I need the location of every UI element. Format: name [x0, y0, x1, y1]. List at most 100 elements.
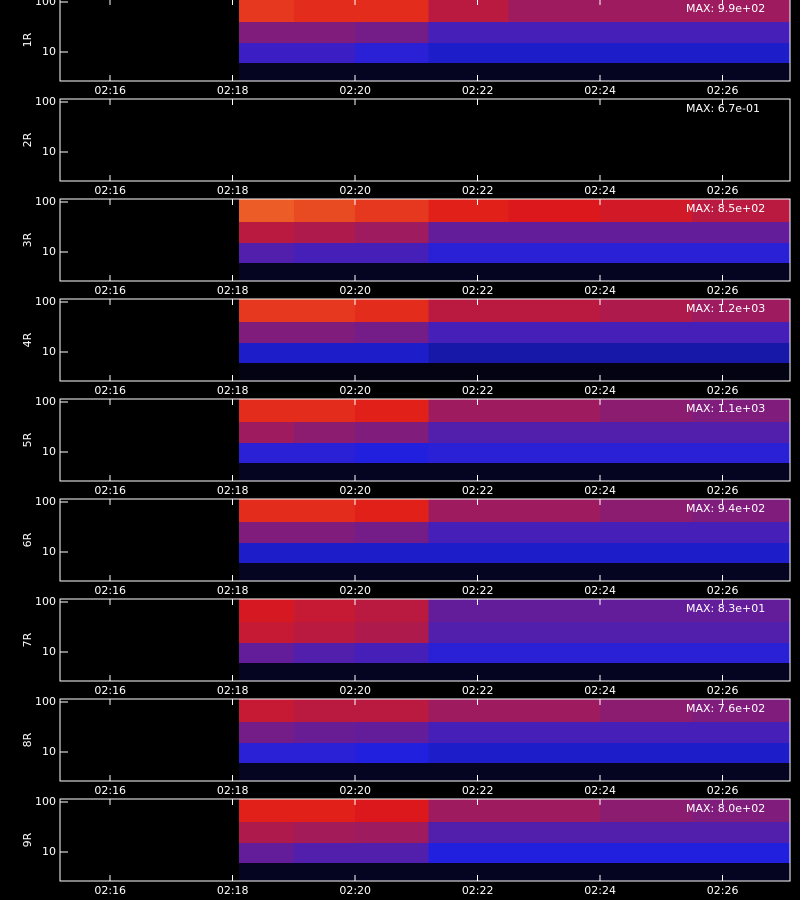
heat-cell — [355, 743, 429, 763]
y-tick-label: 10 — [42, 545, 56, 558]
heat-cell — [355, 499, 429, 522]
heat-cell — [692, 162, 790, 181]
heat-cell — [428, 599, 509, 622]
heat-cell — [692, 0, 790, 22]
heat-cell — [428, 221, 509, 244]
heat-cell — [238, 862, 294, 881]
max-annotation: MAX: 8.0e+02 — [686, 802, 765, 815]
heat-cell — [508, 0, 601, 22]
heat-cell — [238, 199, 294, 222]
heat-cell — [428, 721, 509, 744]
heat-cell — [238, 262, 294, 281]
panel: 02:16 02:18 02:20 02:22 02:24 02:26 10 100 8R MAX… — [21, 695, 791, 797]
heat-cell — [600, 143, 693, 163]
heat-cell — [238, 843, 294, 863]
x-tick-label: 02:16 — [94, 84, 126, 97]
heat-cell — [238, 421, 294, 444]
heat-cell — [293, 321, 356, 344]
plot-frame — [59, 298, 791, 382]
y-tick-label: 10 — [42, 445, 56, 458]
x-tick-label: 02:24 — [584, 684, 616, 697]
heat-cell — [508, 143, 601, 163]
heat-cell — [293, 343, 356, 363]
heat-cell — [600, 699, 693, 722]
heat-cell — [355, 699, 429, 722]
heat-cell — [428, 662, 509, 681]
heat-cell — [692, 243, 790, 263]
x-tick-label: 02:16 — [94, 784, 126, 797]
heat-cell — [508, 362, 601, 381]
heat-cell — [238, 462, 294, 481]
heat-cell — [600, 262, 693, 281]
max-annotation: MAX: 7.6e+02 — [686, 702, 765, 715]
heat-cell — [293, 743, 356, 763]
heat-cell — [508, 462, 601, 481]
y-tick-label: 10 — [42, 745, 56, 758]
heat-cell — [692, 499, 790, 522]
max-annotation: MAX: 9.9e+02 — [686, 2, 765, 15]
max-annotation: MAX: 8.5e+02 — [686, 202, 765, 215]
x-tick-label: 02:24 — [584, 384, 616, 397]
heat-cell — [293, 499, 356, 522]
plot-frame — [59, 398, 791, 482]
heat-cell — [508, 199, 601, 222]
heat-cell — [692, 643, 790, 663]
heat-cell — [355, 343, 429, 363]
heat-cell — [355, 43, 429, 63]
plot-frame — [59, 798, 791, 882]
heat-cell — [600, 662, 693, 681]
heat-cell — [238, 562, 294, 581]
heat-cell — [355, 843, 429, 863]
x-tick-label: 02:18 — [217, 884, 249, 897]
heat-cell — [508, 643, 601, 663]
x-tick-label: 02:26 — [707, 484, 739, 497]
heat-cell — [600, 0, 693, 22]
heat-cell — [355, 143, 429, 163]
heat-cell — [293, 721, 356, 744]
heat-cell — [508, 662, 601, 681]
x-tick-label: 02:24 — [584, 84, 616, 97]
heat-cell — [355, 599, 429, 622]
x-tick-label: 02:18 — [217, 284, 249, 297]
y-axis-label: 4R — [21, 332, 34, 347]
heat-cell — [355, 362, 429, 381]
heat-cell — [600, 43, 693, 63]
heat-cell — [692, 62, 790, 81]
heat-cell — [238, 0, 294, 22]
max-annotation: MAX: 1.1e+03 — [686, 402, 765, 415]
heat-cell — [293, 662, 356, 681]
heat-cell — [428, 762, 509, 781]
panel: 02:16 02:18 02:20 02:22 02:24 02:26 10 100 7R MAX… — [21, 595, 791, 697]
heat-cell — [692, 721, 790, 744]
heat-cell — [355, 21, 429, 44]
panel: 02:16 02:18 02:20 02:22 02:24 02:26 10 100 9R MAX… — [21, 795, 791, 897]
plot-frame — [59, 698, 791, 782]
heat-cell — [293, 21, 356, 44]
heat-cell — [238, 662, 294, 681]
heat-cell — [355, 321, 429, 344]
heat-cell — [428, 199, 509, 222]
heat-cell — [238, 121, 294, 144]
heat-cell — [428, 43, 509, 63]
heat-cell — [600, 21, 693, 44]
heat-cell — [355, 662, 429, 681]
heat-cell — [508, 399, 601, 422]
heat-cell — [428, 521, 509, 544]
x-tick-label: 02:16 — [94, 684, 126, 697]
x-tick-label: 02:22 — [462, 284, 494, 297]
heat-cell — [600, 243, 693, 263]
heat-cell — [238, 543, 294, 563]
x-tick-label: 02:22 — [462, 884, 494, 897]
panel: 02:16 02:18 02:20 02:22 02:24 02:26 10 100 5R MAX… — [21, 395, 791, 497]
heat-cell — [238, 799, 294, 822]
heat-cell — [692, 199, 790, 222]
heat-cell — [293, 599, 356, 622]
x-tick-label: 02:22 — [462, 184, 494, 197]
x-tick-label: 02:26 — [707, 584, 739, 597]
x-tick-label: 02:18 — [217, 384, 249, 397]
heat-cell — [692, 262, 790, 281]
y-axis-label: 7R — [21, 632, 34, 647]
heat-cell — [600, 299, 693, 322]
y-axis-label: 1R — [21, 32, 34, 47]
plot-frame — [59, 598, 791, 682]
